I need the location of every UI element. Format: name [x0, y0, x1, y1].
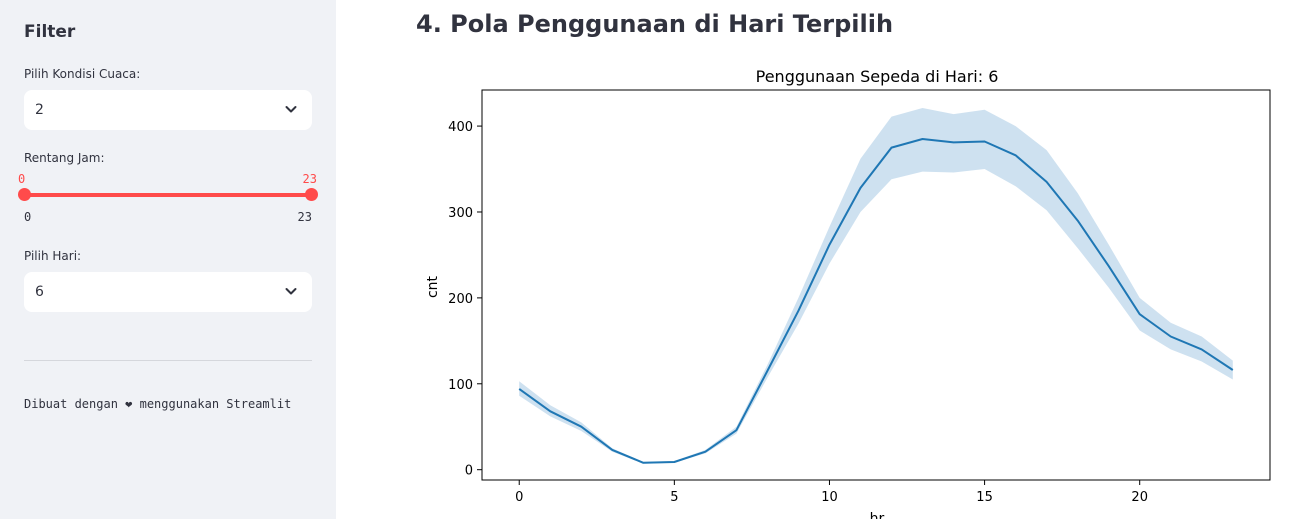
section-heading: 4. Pola Penggunaan di Hari Terpilih — [416, 10, 894, 38]
x-tick-label: 0 — [515, 490, 523, 505]
slider-max-label: 23 — [297, 210, 312, 224]
x-tick-label: 10 — [821, 490, 838, 505]
slider-high-value: 23 — [302, 172, 317, 186]
slider-track[interactable] — [24, 193, 312, 197]
y-tick-label: 0 — [465, 464, 473, 479]
y-tick-label: 100 — [448, 378, 473, 393]
usage-line-chart: Penggunaan Sepeda di Hari: 6 0 5 10 15 20 0 1… — [425, 67, 1271, 519]
slider-high-thumb[interactable] — [305, 188, 318, 201]
y-tick-label: 200 — [448, 292, 473, 307]
chevron-down-icon — [285, 106, 297, 113]
y-tick-label: 300 — [448, 206, 473, 221]
chart-title: Penggunaan Sepeda di Hari: 6 — [756, 67, 999, 86]
weather-select-value: 2 — [35, 102, 44, 118]
x-axis-label: hr — [870, 511, 885, 519]
x-axis: 0 5 10 15 20 — [515, 480, 1148, 505]
hour-range-slider[interactable]: 0 23 0 23 — [18, 170, 318, 224]
sidebar: Filter Pilih Kondisi Cuaca: 2 Rentang Ja… — [0, 0, 336, 519]
x-tick-label: 20 — [1131, 490, 1148, 505]
x-tick-label: 15 — [976, 490, 993, 505]
y-axis: 0 100 200 300 400 — [448, 120, 482, 479]
slider-min-label: 0 — [24, 210, 32, 224]
day-select[interactable]: 6 — [24, 272, 312, 312]
sidebar-divider — [24, 360, 312, 361]
day-select-value: 6 — [35, 284, 44, 300]
day-label: Pilih Hari: — [24, 249, 82, 263]
x-tick-label: 5 — [670, 490, 678, 505]
hour-range-label: Rentang Jam: — [24, 151, 105, 165]
chevron-down-icon — [285, 288, 297, 295]
sidebar-footer: Dibuat dengan ❤ menggunakan Streamlit — [24, 397, 292, 411]
series-line — [518, 138, 1234, 464]
confidence-band — [519, 108, 1233, 464]
y-tick-label: 400 — [448, 120, 473, 135]
weather-label: Pilih Kondisi Cuaca: — [24, 67, 141, 81]
weather-select[interactable]: 2 — [24, 90, 312, 130]
sidebar-title: Filter — [24, 22, 76, 42]
y-axis-label: cnt — [425, 275, 441, 298]
slider-low-thumb[interactable] — [18, 188, 31, 201]
slider-low-value: 0 — [18, 172, 26, 186]
plot-frame — [481, 89, 1271, 481]
